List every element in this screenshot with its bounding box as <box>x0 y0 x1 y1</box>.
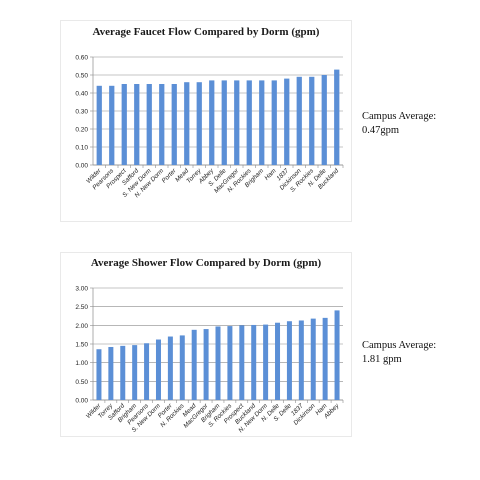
shower-bar <box>227 326 233 400</box>
faucet-average-value: 0.47gpm <box>362 125 400 136</box>
faucet-bar <box>246 80 252 165</box>
shower-ytick-label: 2.50 <box>75 304 88 311</box>
faucet-bar <box>134 84 140 165</box>
faucet-plot: 0.000.100.200.300.400.500.60WilderPearso… <box>75 55 344 199</box>
faucet-bar <box>209 80 215 165</box>
shower-bar <box>275 322 281 400</box>
shower-bar <box>179 335 185 400</box>
faucet-bar <box>171 84 177 165</box>
faucet-bar <box>259 80 265 165</box>
faucet-bar <box>234 80 240 165</box>
shower-ytick-label: 0.50 <box>75 379 88 386</box>
faucet-bar <box>196 82 202 165</box>
faucet-ytick-label: 0.40 <box>75 91 88 98</box>
faucet-bar <box>146 84 152 165</box>
shower-bar <box>286 321 292 400</box>
shower-average-value: 1.81 gpm <box>362 354 402 365</box>
faucet-bar <box>96 85 102 165</box>
shower-bar <box>239 325 245 400</box>
shower-bar <box>167 336 173 400</box>
faucet-chart-title: Average Faucet Flow Compared by Dorm (gp… <box>92 26 320 38</box>
shower-campus-average: Campus Average: 1.81 gpm <box>362 339 436 367</box>
shower-bar <box>263 324 269 400</box>
faucet-ytick-label: 0.60 <box>75 55 88 62</box>
faucet-bar <box>121 84 127 165</box>
shower-ytick-label: 0.00 <box>75 398 88 405</box>
faucet-campus-average: Campus Average: 0.47gpm <box>362 110 436 138</box>
shower-ytick-label: 3.00 <box>75 286 88 293</box>
shower-bar <box>96 349 102 400</box>
faucet-average-label: Campus Average: <box>362 111 437 122</box>
faucet-bar <box>109 85 115 165</box>
shower-bar <box>310 318 316 400</box>
faucet-xtick-label: Ham <box>263 167 277 181</box>
shower-bar <box>144 343 150 400</box>
shower-bar <box>334 310 340 400</box>
faucet-ytick-label: 0.00 <box>75 163 88 170</box>
faucet-bar <box>334 69 340 165</box>
faucet-bar <box>159 84 165 165</box>
faucet-bar <box>271 80 277 165</box>
shower-bar <box>155 339 161 400</box>
faucet-bar <box>309 76 315 165</box>
faucet-bar <box>321 75 327 165</box>
shower-bar <box>251 324 257 400</box>
shower-bar <box>298 320 304 400</box>
faucet-ytick-label: 0.10 <box>75 145 88 152</box>
faucet-bar <box>221 80 227 165</box>
faucet-bar <box>296 76 302 165</box>
shower-ytick-label: 1.00 <box>75 360 88 367</box>
shower-ytick-label: 2.00 <box>75 323 88 330</box>
shower-bar <box>191 329 197 400</box>
shower-average-label: Campus Average: <box>362 340 437 351</box>
shower-bar <box>108 346 114 400</box>
faucet-bar <box>184 82 190 165</box>
faucet-bar <box>284 78 290 165</box>
shower-bar <box>203 329 209 400</box>
shower-plot: 0.000.501.001.502.002.503.00WilderTorrey… <box>75 286 344 434</box>
faucet-ytick-label: 0.20 <box>75 127 88 134</box>
shower-bar <box>322 317 328 400</box>
shower-chart-title: Average Shower Flow Compared by Dorm (gp… <box>90 257 322 269</box>
faucet-chart: Average Faucet Flow Compared by Dorm (gp… <box>60 20 352 222</box>
shower-bar <box>120 345 126 400</box>
shower-bar <box>132 345 138 400</box>
faucet-ytick-label: 0.50 <box>75 73 88 80</box>
shower-bar <box>215 326 221 400</box>
shower-chart: Average Shower Flow Compared by Dorm (gp… <box>60 252 352 437</box>
faucet-ytick-label: 0.30 <box>75 109 88 116</box>
shower-ytick-label: 1.50 <box>75 342 88 349</box>
